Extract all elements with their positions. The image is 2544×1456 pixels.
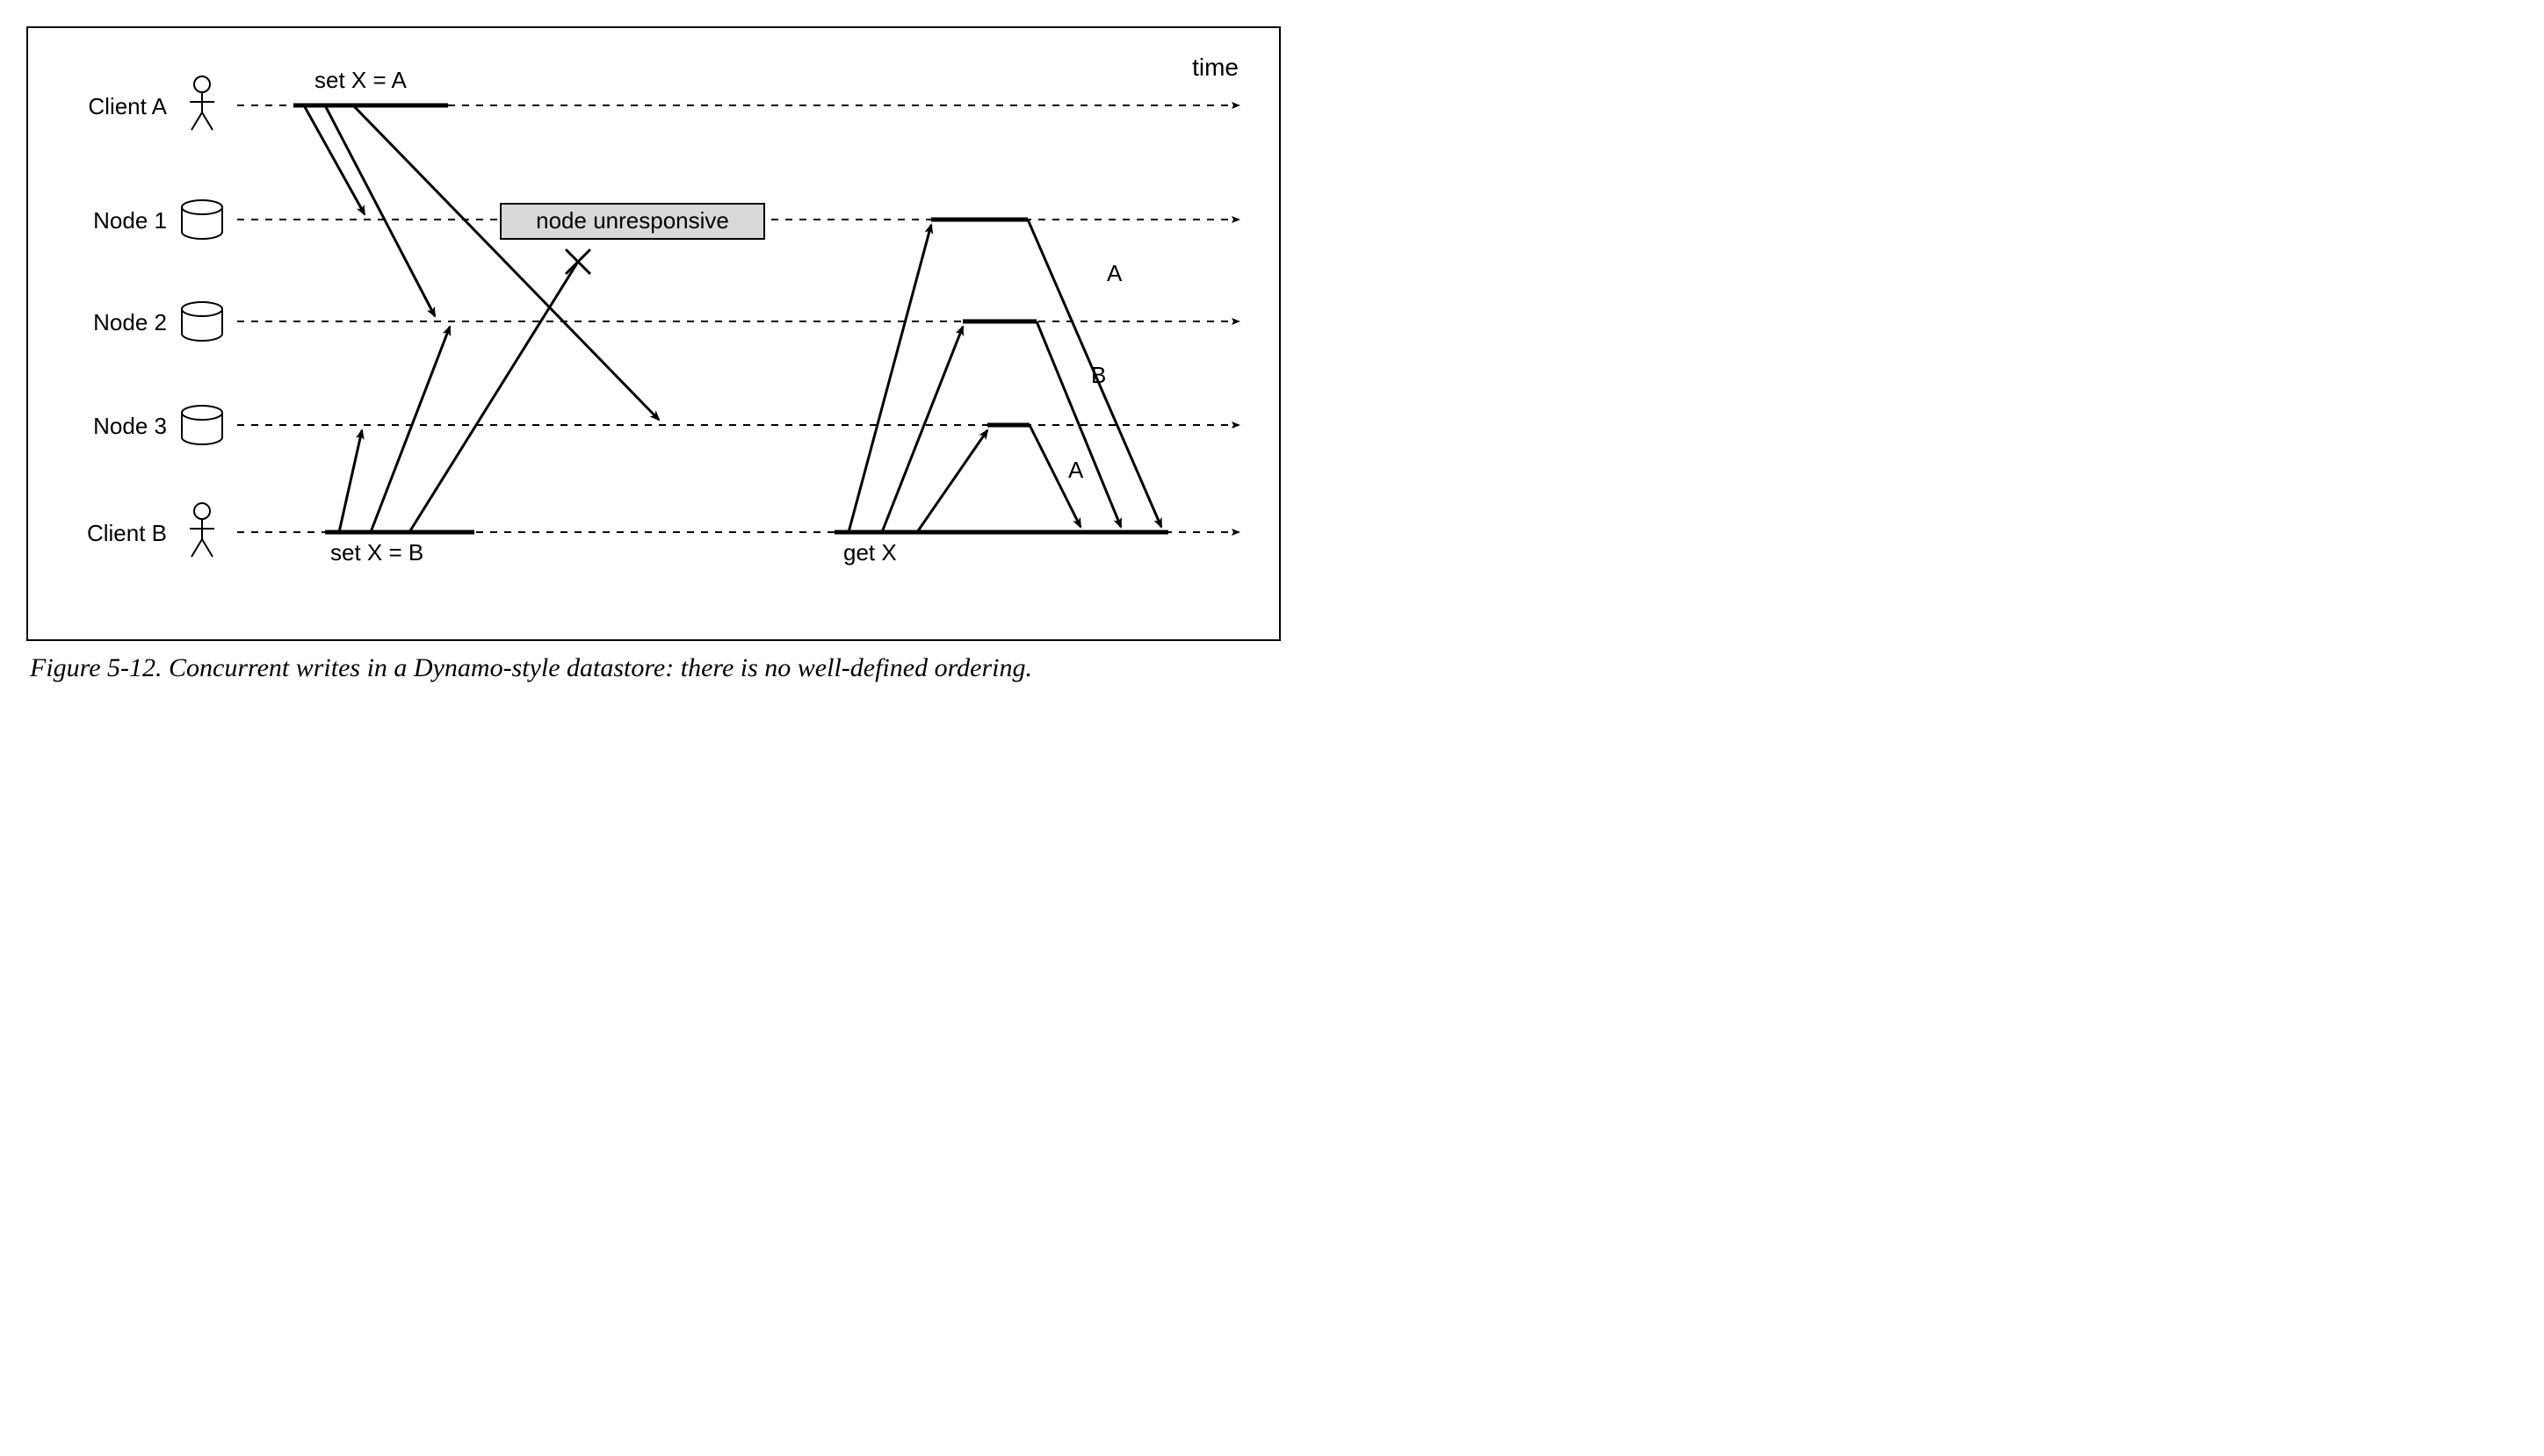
message-arrow-4: [371, 327, 450, 532]
lane-label-clientA: Client A: [88, 93, 167, 119]
get-request-0: [849, 225, 931, 532]
lane-label-node1: Node 1: [93, 207, 167, 234]
op-label-clientA_set: set X = A: [314, 67, 407, 93]
figure-caption: Figure 5-12. Concurrent writes in a Dyna…: [30, 650, 1277, 687]
unresponsive-label: node unresponsive: [536, 207, 729, 234]
get-response-label-1: B: [1091, 362, 1106, 388]
message-arrow-1: [325, 105, 435, 316]
lane-label-clientB: Client B: [87, 520, 167, 546]
cylinder-icon: [182, 200, 222, 214]
op-label-clientB_set: set X = B: [330, 539, 423, 566]
message-arrow-5: [409, 262, 578, 532]
op-label-clientB_get: get X: [843, 539, 897, 566]
get-response-label-0: A: [1107, 260, 1123, 286]
message-arrow-3: [339, 430, 362, 532]
person-icon: [194, 76, 210, 92]
diagram-svg: time Client A Node 1 Node 2 Node 3 Client B se…: [18, 18, 1290, 650]
cylinder-icon: [182, 302, 222, 316]
figure-container: time Client A Node 1 Node 2 Node 3 Client B se…: [18, 18, 1290, 746]
person-icon: [194, 503, 210, 519]
message-arrow-2: [353, 105, 659, 420]
time-label: time: [1192, 54, 1239, 81]
get-request-1: [882, 327, 963, 532]
get-response-label-2: A: [1068, 457, 1084, 483]
lane-label-node2: Node 2: [93, 309, 167, 335]
get-response-1: [1037, 321, 1121, 527]
get-request-2: [917, 430, 987, 532]
lane-label-node3: Node 3: [93, 413, 167, 439]
cylinder-icon: [182, 406, 222, 420]
